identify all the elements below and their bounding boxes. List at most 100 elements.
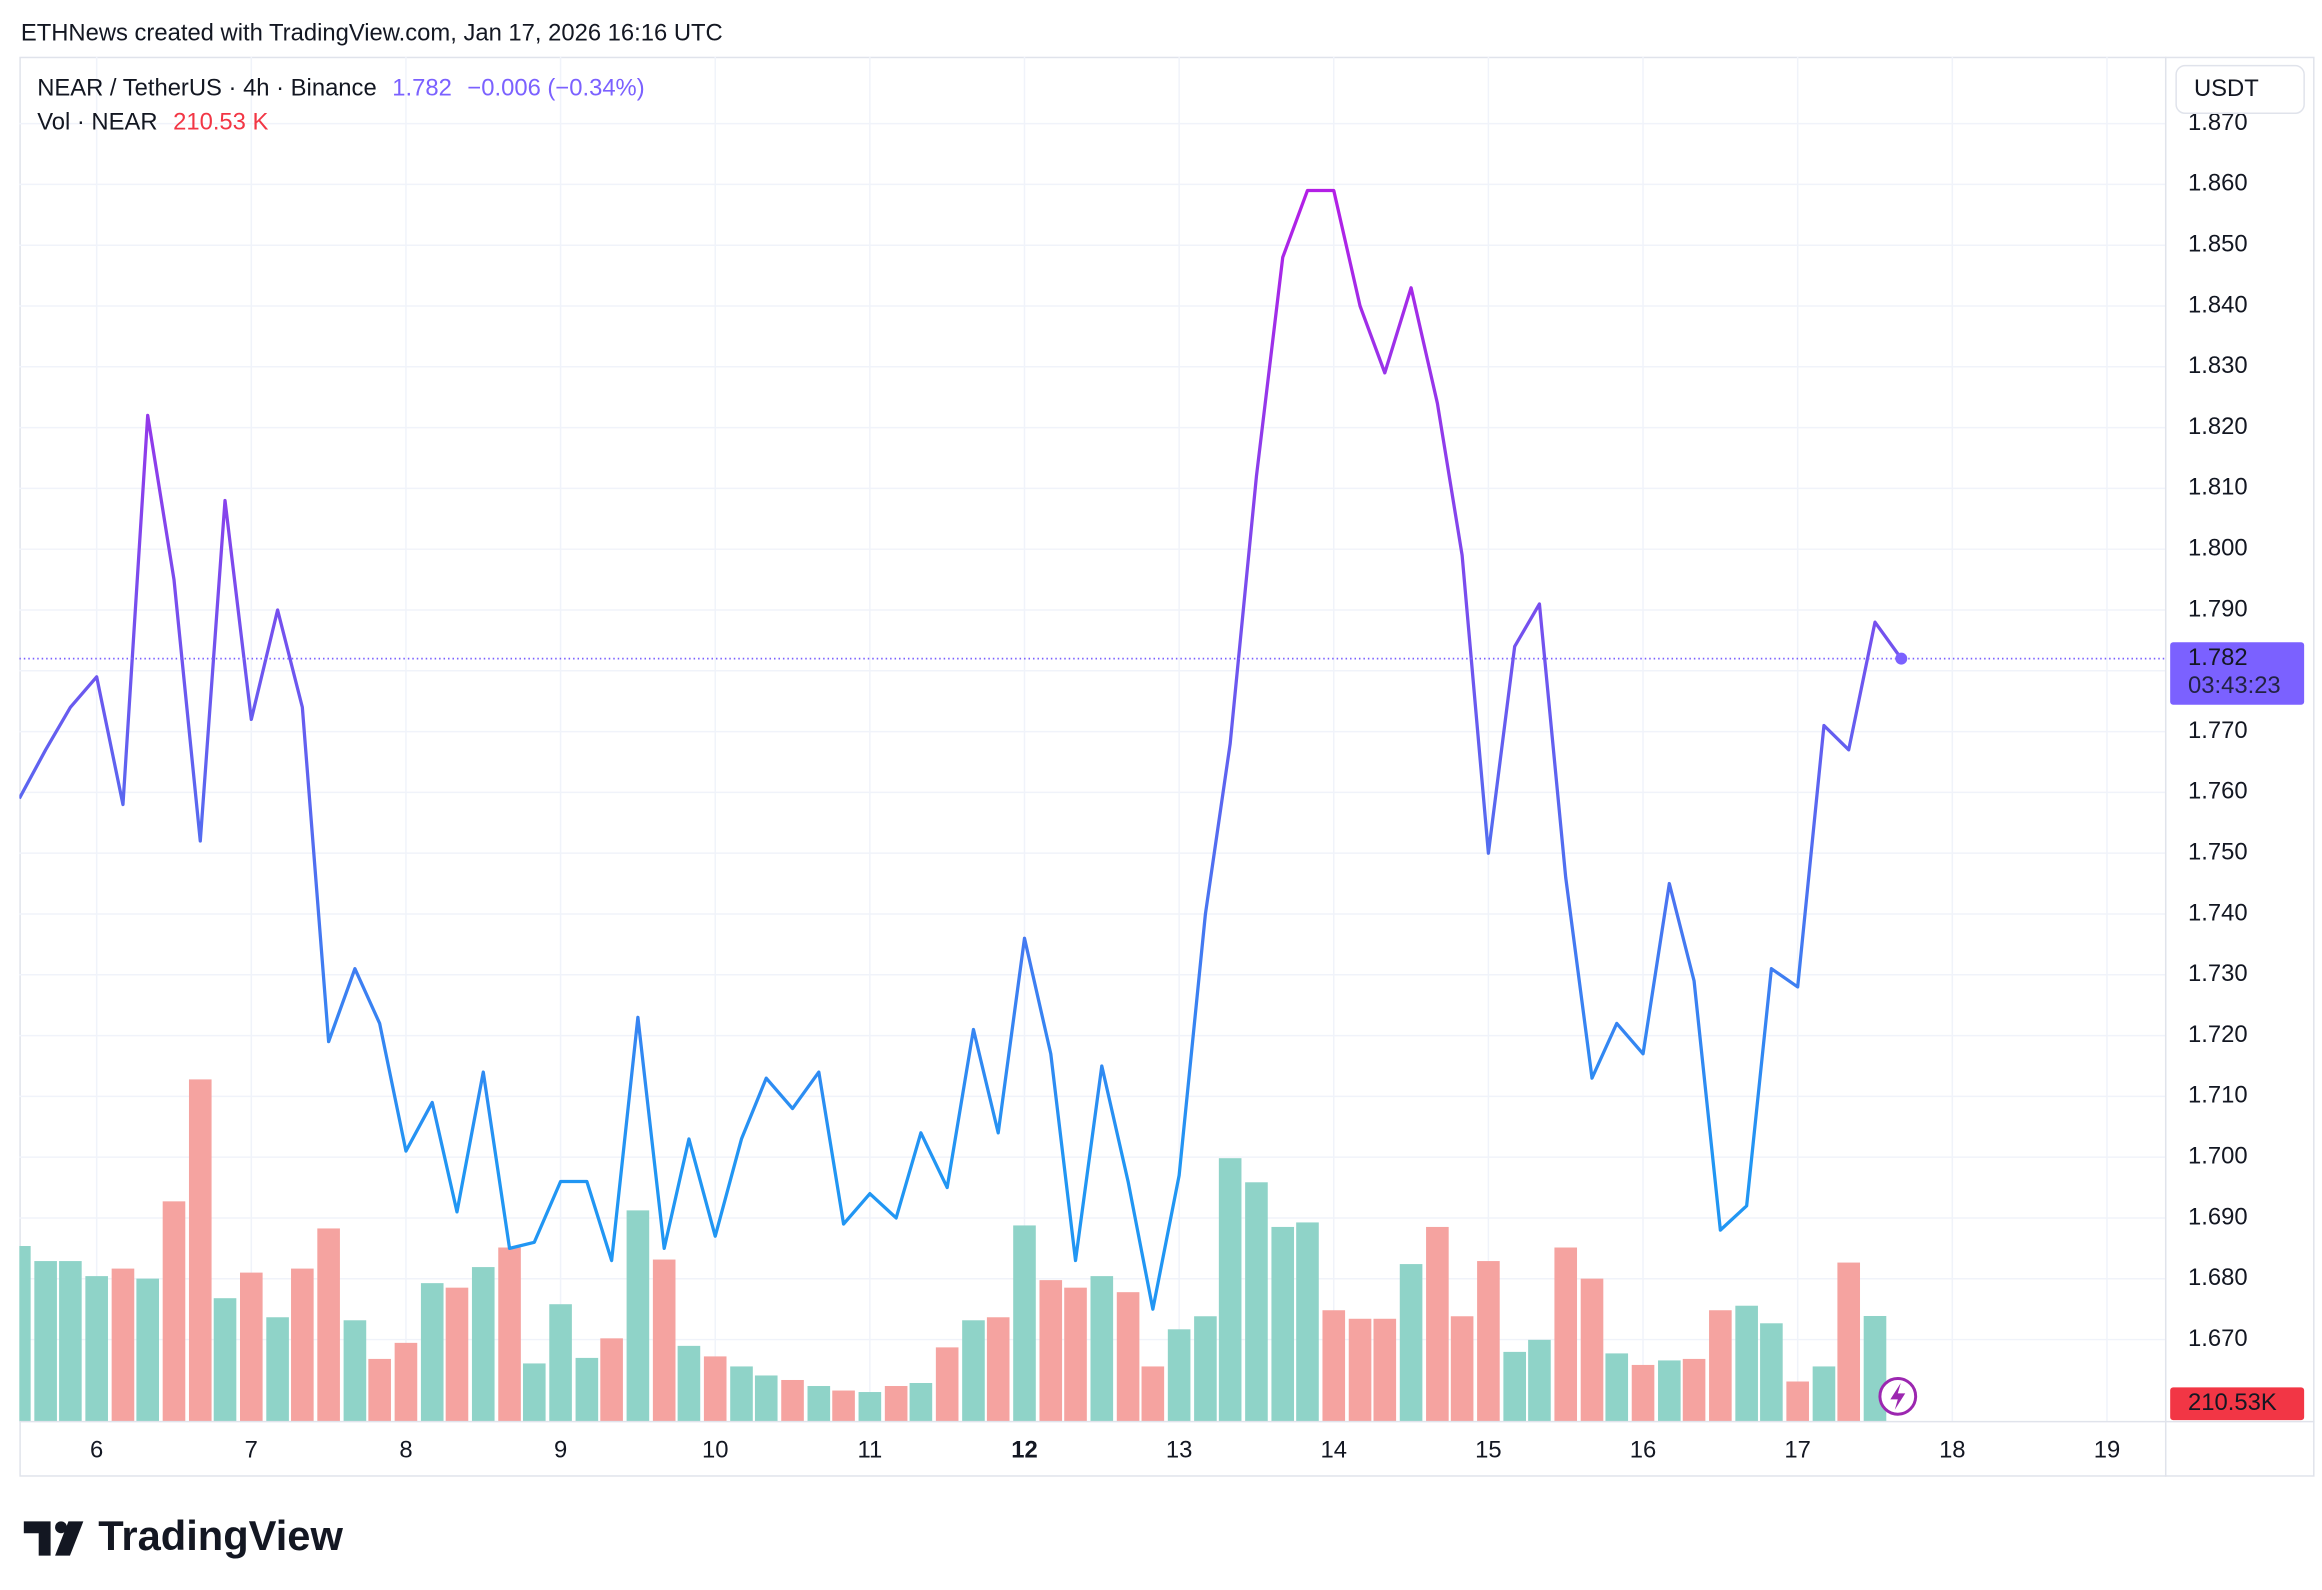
volume-bar xyxy=(1296,1222,1319,1422)
legend-volume: Vol · NEAR 210.53 K xyxy=(37,109,268,136)
x-tick-label: 13 xyxy=(1166,1437,1192,1464)
volume-bar xyxy=(1477,1261,1500,1422)
volume-bar xyxy=(1348,1318,1372,1422)
currency[interactable]: USDT xyxy=(2194,75,2259,102)
volume-bar xyxy=(471,1267,495,1422)
volume-bar xyxy=(1605,1353,1629,1422)
volume-bar xyxy=(240,1272,263,1422)
legend-change: −0.006 (−0.34%) xyxy=(467,75,644,102)
x-tick-label: 12 xyxy=(1011,1437,1037,1464)
volume-bar xyxy=(1116,1292,1140,1422)
volume-bar xyxy=(85,1276,108,1422)
volume-bar xyxy=(549,1304,572,1422)
x-tick-label: 18 xyxy=(1939,1437,1965,1464)
y-tick-label: 1.680 xyxy=(2188,1264,2248,1291)
x-tick-label: 6 xyxy=(90,1437,103,1464)
y-tick-label: 1.770 xyxy=(2188,717,2248,744)
volume-bar xyxy=(291,1268,314,1422)
y-tick-label: 1.690 xyxy=(2188,1203,2248,1230)
volume-bar xyxy=(1735,1305,1758,1422)
volume-bar xyxy=(445,1287,469,1422)
price-line xyxy=(19,188,1903,1311)
volume-bar xyxy=(781,1379,804,1422)
x-tick-label: 10 xyxy=(702,1437,728,1464)
x-tick-label: 17 xyxy=(1784,1437,1810,1464)
volume-bar xyxy=(522,1363,546,1422)
volume-bar xyxy=(420,1283,444,1422)
volume-bar xyxy=(111,1268,135,1422)
volume-bar xyxy=(703,1356,727,1422)
volume-bar xyxy=(1167,1329,1191,1422)
volume-bar xyxy=(832,1390,855,1422)
x-tick-label: 16 xyxy=(1630,1437,1656,1464)
volume-bar xyxy=(188,1079,212,1422)
volume-bar xyxy=(19,1246,31,1422)
volume-bar xyxy=(1580,1278,1604,1422)
y-tick-label: 1.710 xyxy=(2188,1082,2248,1109)
volume-bar xyxy=(754,1375,778,1422)
volume-bar xyxy=(1373,1318,1397,1422)
volume-label-box xyxy=(2170,1387,2305,1421)
volume-bar xyxy=(162,1201,186,1422)
volume-bar xyxy=(1141,1366,1165,1422)
currency-box[interactable] xyxy=(2175,64,2305,115)
legend-volume-value: 210.53 K xyxy=(173,109,268,136)
countdown: 03:43:23 xyxy=(2188,672,2281,699)
volume-bar xyxy=(1039,1280,1063,1422)
volume-bar xyxy=(1528,1339,1551,1422)
volume-bar xyxy=(368,1358,391,1422)
volume-bar xyxy=(935,1347,959,1422)
volume-pane xyxy=(19,1079,1887,1422)
y-tick-label: 1.750 xyxy=(2188,838,2248,865)
last-point xyxy=(1895,652,1908,665)
volume-bar xyxy=(1503,1351,1526,1422)
y-tick-label: 1.740 xyxy=(2188,899,2248,926)
volume-bar xyxy=(213,1298,237,1422)
y-tick-label: 1.820 xyxy=(2188,413,2248,440)
volume-bar xyxy=(600,1338,623,1422)
y-tick-label: 1.860 xyxy=(2188,170,2248,197)
x-tick-label: 11 xyxy=(858,1437,883,1464)
x-tick-label: 14 xyxy=(1321,1437,1347,1464)
volume-bar xyxy=(575,1357,599,1422)
y-tick-label: 1.760 xyxy=(2188,778,2248,805)
y-tick-label: 1.810 xyxy=(2188,474,2248,501)
volume-bar xyxy=(807,1386,831,1422)
volume-bar xyxy=(884,1386,908,1422)
volume-bar xyxy=(1786,1381,1809,1422)
volume-bar xyxy=(1658,1360,1681,1422)
volume-bar xyxy=(626,1210,650,1422)
y-tick-label: 1.790 xyxy=(2188,595,2248,622)
volume-bar xyxy=(1760,1323,1783,1422)
grid xyxy=(19,56,2166,1422)
volume-bar xyxy=(858,1392,882,1422)
legend-main: NEAR / TetherUS · 4h · Binance 1.782 −0.… xyxy=(37,75,644,102)
lightning-glyph xyxy=(1890,1382,1906,1410)
price-pane xyxy=(19,188,2166,1311)
last-price-label: 1.782 xyxy=(2188,644,2248,671)
volume-bar xyxy=(1837,1262,1861,1422)
volume-bar xyxy=(1631,1364,1655,1422)
volume-bar xyxy=(394,1342,418,1422)
y-tick-label: 1.830 xyxy=(2188,352,2248,379)
volume-bar xyxy=(730,1366,753,1422)
brand-logo: TradingView xyxy=(23,1512,343,1559)
brand: TradingView xyxy=(98,1512,343,1559)
chart-border xyxy=(19,56,2315,1477)
volume-bar xyxy=(677,1345,701,1422)
volume-bar xyxy=(1322,1310,1346,1422)
volume-bar xyxy=(962,1320,985,1422)
volume-bar xyxy=(986,1317,1010,1422)
volume-bar xyxy=(1194,1316,1217,1422)
volume-bar xyxy=(1064,1287,1087,1422)
x-tick-label: 19 xyxy=(2094,1437,2120,1464)
volume-axis-label: 210.53K xyxy=(2188,1389,2277,1416)
x-tick-label: 15 xyxy=(1475,1437,1501,1464)
volume-bar xyxy=(1709,1310,1732,1422)
y-tick-label: 1.730 xyxy=(2188,960,2248,987)
volume-bar xyxy=(1554,1247,1578,1422)
volume-bar xyxy=(652,1259,676,1422)
volume-bar xyxy=(1090,1276,1114,1422)
legend-last-price: 1.782 xyxy=(392,75,452,102)
